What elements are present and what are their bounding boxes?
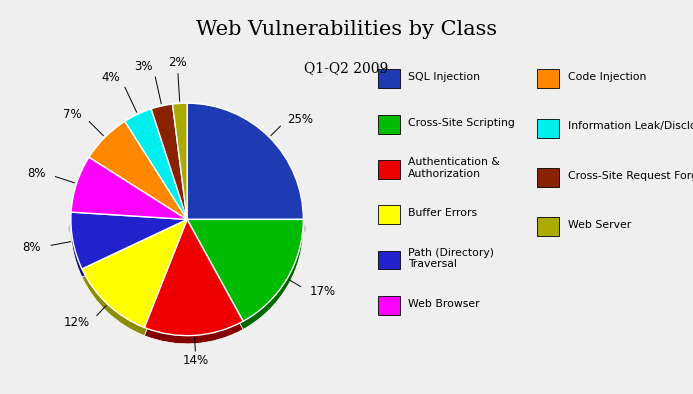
Wedge shape <box>187 111 304 228</box>
Text: Code Injection: Code Injection <box>568 72 646 82</box>
Text: Q1-Q2 2009: Q1-Q2 2009 <box>304 61 389 75</box>
Text: Cross-Site Request Forgery: Cross-Site Request Forgery <box>568 171 693 181</box>
Wedge shape <box>125 117 187 228</box>
Text: Web Browser: Web Browser <box>408 299 480 309</box>
Text: Buffer Errors: Buffer Errors <box>408 208 477 218</box>
Text: 17%: 17% <box>309 285 335 298</box>
Text: Authentication &
Authorization: Authentication & Authorization <box>408 157 500 178</box>
Text: 7%: 7% <box>63 108 82 121</box>
Wedge shape <box>151 104 187 219</box>
Wedge shape <box>151 112 187 228</box>
Text: SQL Injection: SQL Injection <box>408 72 480 82</box>
Text: 8%: 8% <box>27 167 46 180</box>
Wedge shape <box>89 129 187 228</box>
Text: Information Leak/Disclosure: Information Leak/Disclosure <box>568 121 693 132</box>
Text: Cross-Site Scripting: Cross-Site Scripting <box>408 117 515 128</box>
Wedge shape <box>89 121 187 219</box>
Wedge shape <box>125 109 187 219</box>
Text: 2%: 2% <box>168 56 186 69</box>
Text: 14%: 14% <box>183 355 209 368</box>
Wedge shape <box>187 219 304 321</box>
Text: 12%: 12% <box>64 316 90 329</box>
Text: 3%: 3% <box>134 60 153 73</box>
Text: Path (Directory)
Traversal: Path (Directory) Traversal <box>408 248 494 269</box>
Text: Web Server: Web Server <box>568 220 631 230</box>
Wedge shape <box>173 103 187 219</box>
Text: 4%: 4% <box>102 71 121 84</box>
Text: Web Vulnerabilities by Class: Web Vulnerabilities by Class <box>196 20 497 39</box>
Wedge shape <box>71 165 187 228</box>
Wedge shape <box>187 103 304 219</box>
Wedge shape <box>82 219 187 327</box>
Text: 8%: 8% <box>22 241 41 254</box>
Wedge shape <box>144 228 243 344</box>
Wedge shape <box>71 157 187 219</box>
Wedge shape <box>71 220 187 277</box>
Wedge shape <box>187 228 304 329</box>
Wedge shape <box>71 212 187 269</box>
Wedge shape <box>82 228 187 336</box>
Wedge shape <box>144 219 243 336</box>
Text: 25%: 25% <box>288 113 313 126</box>
Ellipse shape <box>68 206 306 251</box>
Wedge shape <box>173 111 187 228</box>
